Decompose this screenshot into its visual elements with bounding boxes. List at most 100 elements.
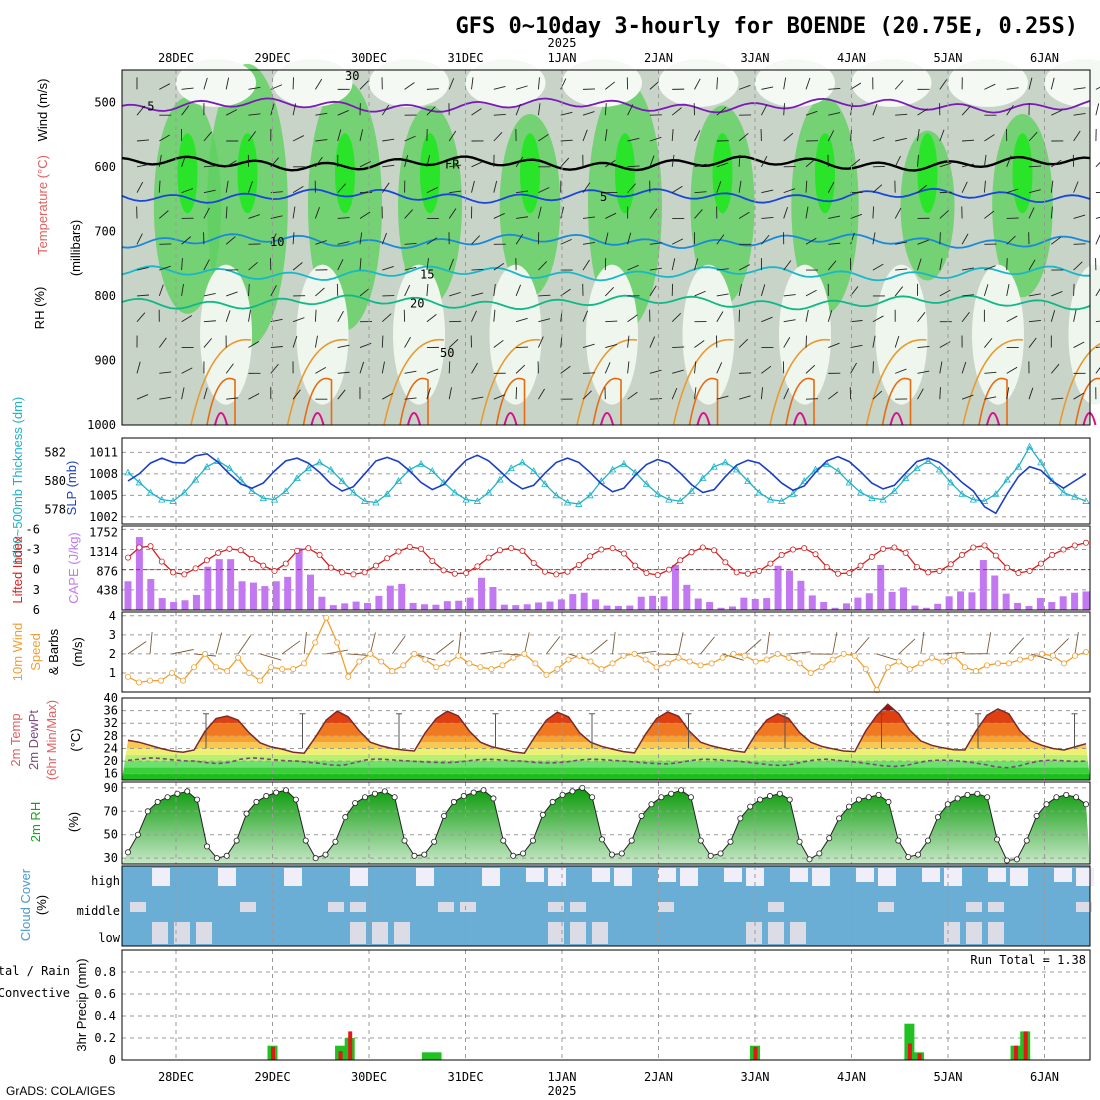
lifted-index-point: [1071, 542, 1078, 549]
wind-barb-10m: [436, 640, 454, 655]
thickness-frame: [121, 437, 1091, 525]
wind-speed-point: [312, 639, 319, 646]
rh-point: [717, 850, 724, 857]
wind-speed-point: [576, 652, 583, 659]
temp-tick-label: 36: [104, 704, 118, 718]
wind-speed-point: [180, 677, 187, 684]
wind-barb: [805, 309, 809, 322]
wind-barb: [560, 111, 573, 116]
cape-bar: [1002, 593, 1010, 610]
cape-bar: [797, 580, 805, 610]
rh-point: [549, 798, 556, 805]
wind-barb: [761, 86, 774, 90]
thickness-point: [304, 464, 313, 472]
precip-tick-label: 0.6: [94, 987, 116, 1001]
wind-speed-point: [510, 654, 517, 661]
wind-barb: [827, 130, 835, 142]
lifted-index-point: [519, 547, 526, 554]
wind-barb: [1095, 103, 1100, 116]
thickness-point: [135, 478, 143, 486]
rh-point: [253, 798, 260, 805]
wind-barb: [248, 214, 260, 219]
rh-frame: [121, 781, 1091, 865]
thickness-point: [575, 500, 583, 507]
wind-barb: [315, 112, 328, 116]
wind-speed-point: [862, 666, 869, 673]
rh-point: [747, 803, 754, 810]
rh-point: [381, 788, 388, 795]
rh-dry-shading: [875, 264, 928, 405]
wind-barb: [314, 207, 320, 219]
date-label-bottom: 29DEC: [254, 1070, 290, 1084]
surface-heat-contour: [785, 377, 815, 426]
temp-band: [122, 748, 1090, 755]
surface-heat-contour: [592, 377, 622, 426]
cloud-gap-middle: [988, 902, 1004, 912]
rh-axis-label-2: (%): [66, 812, 81, 832]
cape-bar: [272, 581, 280, 610]
wind-barb: [136, 294, 149, 297]
lifted-index-point: [598, 546, 605, 553]
rh-point: [845, 803, 852, 810]
lifted-index-point: [677, 557, 684, 564]
wind-barb: [404, 370, 417, 374]
wind-barb: [694, 191, 707, 194]
thickness-point: [755, 488, 763, 496]
wind-barb: [783, 260, 792, 271]
rh-point: [450, 798, 457, 805]
surface-heat-contour: [286, 339, 348, 426]
thickness-point: [484, 488, 493, 496]
thickness-point: [248, 487, 256, 494]
cloud-gap-high: [1076, 868, 1094, 886]
surface-heat-contour: [302, 377, 333, 426]
cloud-gap-middle: [768, 902, 784, 912]
wind-barb: [582, 216, 595, 219]
lifted-index-point: [350, 571, 357, 578]
wind-speed-point: [1083, 649, 1090, 656]
wind-barb: [248, 261, 258, 271]
wind-barb: [448, 130, 457, 142]
wind-barb: [471, 292, 484, 297]
wind-barb: [516, 216, 529, 219]
wind-speed-point: [543, 671, 550, 678]
wind-barb: [761, 234, 770, 245]
wind-barb: [872, 361, 874, 374]
wind-speed-point: [1016, 656, 1023, 663]
wind-barb: [671, 185, 683, 194]
thickness-point: [766, 495, 775, 503]
cape-bar: [557, 599, 565, 610]
rh-point: [184, 788, 191, 795]
thickness-point: [980, 497, 989, 504]
thickness-point: [789, 490, 797, 497]
rh-dry-shading: [658, 58, 739, 107]
wind-barb: [448, 387, 452, 400]
wind-barb: [582, 372, 596, 374]
rh-point: [342, 814, 349, 821]
thickness-point: [451, 488, 459, 496]
wind-speed-point: [433, 664, 440, 671]
cape-bar: [1014, 602, 1022, 610]
wind-barb-10m: [391, 635, 406, 655]
cloud-gap-low: [746, 922, 762, 944]
wind-barb-10m: [832, 632, 838, 654]
rh-point: [174, 790, 181, 797]
wind-barb: [136, 361, 141, 374]
wind-barb: [1006, 87, 1019, 90]
wind-barb: [449, 164, 462, 168]
wind-barb: [359, 258, 362, 271]
wind-barb: [515, 317, 528, 323]
cape-bar: [181, 600, 189, 610]
lifted-index-point: [226, 545, 233, 552]
lifted-index-point: [643, 570, 650, 577]
wind-barb: [537, 336, 544, 348]
cloud-gap-high: [944, 868, 962, 886]
wind-barb: [225, 363, 234, 374]
temp-axis-label-1: 2m Temp: [8, 713, 23, 766]
wind-barb: [1073, 341, 1085, 348]
wind-barb: [671, 258, 676, 271]
wind-barb: [493, 309, 496, 322]
cape-bar: [535, 602, 543, 610]
rh-point: [766, 793, 773, 800]
wind-barb: [1028, 131, 1038, 142]
lifted-index-point: [1004, 564, 1011, 571]
